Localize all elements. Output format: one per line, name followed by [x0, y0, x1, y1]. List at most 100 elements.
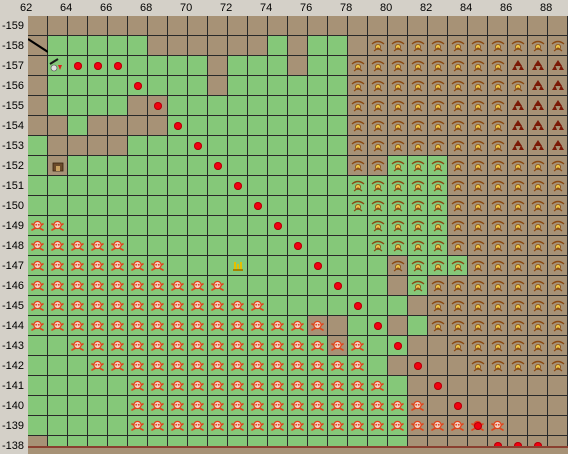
grass-tile[interactable] [328, 236, 348, 256]
grass-tile[interactable] [68, 296, 88, 316]
dirt-tile[interactable] [88, 116, 108, 136]
grass-tile[interactable] [48, 56, 68, 76]
route-dot-icon[interactable] [214, 162, 222, 170]
grass-tile[interactable] [88, 376, 108, 396]
route-dot-icon[interactable] [94, 62, 102, 70]
dirt-tile[interactable] [388, 16, 408, 36]
grass-tile[interactable] [268, 36, 288, 56]
grass-tile[interactable] [208, 316, 228, 336]
grass-tile[interactable] [28, 396, 48, 416]
dirt-tile[interactable] [448, 56, 468, 76]
dirt-tile[interactable] [548, 416, 568, 436]
grass-tile[interactable] [288, 136, 308, 156]
grass-tile[interactable] [28, 416, 48, 436]
dirt-tile[interactable] [548, 356, 568, 376]
grass-tile[interactable] [228, 156, 248, 176]
grass-tile[interactable] [128, 36, 148, 56]
dirt-tile[interactable] [308, 316, 328, 336]
grass-tile[interactable] [328, 256, 348, 276]
route-dot-icon[interactable] [174, 122, 182, 130]
grass-tile[interactable] [328, 76, 348, 96]
grass-tile[interactable] [388, 396, 408, 416]
grass-tile[interactable] [188, 196, 208, 216]
dirt-tile[interactable] [368, 16, 388, 36]
dirt-tile[interactable] [468, 36, 488, 56]
grass-tile[interactable] [408, 196, 428, 216]
grass-tile[interactable] [348, 176, 368, 196]
grass-tile[interactable] [28, 196, 48, 216]
grass-tile[interactable] [368, 276, 388, 296]
dirt-tile[interactable] [408, 36, 428, 56]
grass-tile[interactable] [448, 256, 468, 276]
grass-tile[interactable] [108, 236, 128, 256]
grass-tile[interactable] [288, 396, 308, 416]
dirt-tile[interactable] [448, 156, 468, 176]
dirt-tile[interactable] [488, 416, 508, 436]
dirt-tile[interactable] [368, 116, 388, 136]
grass-tile[interactable] [348, 376, 368, 396]
grass-tile[interactable] [228, 136, 248, 156]
dirt-tile[interactable] [268, 16, 288, 36]
dirt-tile[interactable] [428, 96, 448, 116]
grass-tile[interactable] [228, 416, 248, 436]
dirt-tile[interactable] [468, 76, 488, 96]
dirt-tile[interactable] [528, 176, 548, 196]
dirt-tile[interactable] [468, 176, 488, 196]
dirt-tile[interactable] [488, 196, 508, 216]
grass-tile[interactable] [148, 416, 168, 436]
grass-tile[interactable] [368, 396, 388, 416]
grass-tile[interactable] [228, 396, 248, 416]
dirt-tile[interactable] [388, 116, 408, 136]
dirt-tile[interactable] [448, 96, 468, 116]
dirt-tile[interactable] [388, 256, 408, 276]
grass-tile[interactable] [308, 116, 328, 136]
grass-tile[interactable] [68, 236, 88, 256]
grass-tile[interactable] [28, 156, 48, 176]
grass-tile[interactable] [228, 96, 248, 116]
dirt-tile[interactable] [548, 376, 568, 396]
dirt-tile[interactable] [528, 256, 548, 276]
dirt-tile[interactable] [468, 256, 488, 276]
grass-tile[interactable] [428, 216, 448, 236]
dirt-tile[interactable] [488, 96, 508, 116]
grass-tile[interactable] [28, 216, 48, 236]
dirt-tile[interactable] [388, 36, 408, 56]
grass-tile[interactable] [328, 216, 348, 236]
dirt-tile[interactable] [548, 116, 568, 136]
grass-tile[interactable] [88, 96, 108, 116]
grass-tile[interactable] [148, 356, 168, 376]
grass-tile[interactable] [228, 376, 248, 396]
grass-tile[interactable] [108, 316, 128, 336]
dirt-tile[interactable] [468, 236, 488, 256]
grass-tile[interactable] [328, 176, 348, 196]
route-dot-icon[interactable] [294, 242, 302, 250]
map-grid[interactable] [28, 16, 568, 454]
dirt-tile[interactable] [428, 416, 448, 436]
route-dot-icon[interactable] [334, 282, 342, 290]
grass-tile[interactable] [288, 296, 308, 316]
grass-tile[interactable] [168, 396, 188, 416]
dirt-tile[interactable] [448, 316, 468, 336]
grass-tile[interactable] [188, 256, 208, 276]
grass-tile[interactable] [328, 376, 348, 396]
grass-tile[interactable] [228, 296, 248, 316]
dirt-tile[interactable] [528, 16, 548, 36]
grass-tile[interactable] [308, 176, 328, 196]
dirt-tile[interactable] [288, 56, 308, 76]
dirt-tile[interactable] [508, 256, 528, 276]
dirt-tile[interactable] [448, 176, 468, 196]
grass-tile[interactable] [268, 396, 288, 416]
dirt-tile[interactable] [508, 96, 528, 116]
dirt-tile[interactable] [408, 396, 428, 416]
grass-tile[interactable] [348, 336, 368, 356]
grass-tile[interactable] [388, 216, 408, 236]
dirt-tile[interactable] [88, 136, 108, 156]
grass-tile[interactable] [128, 336, 148, 356]
grass-tile[interactable] [408, 316, 428, 336]
grass-tile[interactable] [148, 296, 168, 316]
grass-tile[interactable] [288, 276, 308, 296]
dirt-tile[interactable] [248, 16, 268, 36]
dirt-tile[interactable] [28, 76, 48, 96]
dirt-tile[interactable] [28, 116, 48, 136]
grass-tile[interactable] [108, 196, 128, 216]
